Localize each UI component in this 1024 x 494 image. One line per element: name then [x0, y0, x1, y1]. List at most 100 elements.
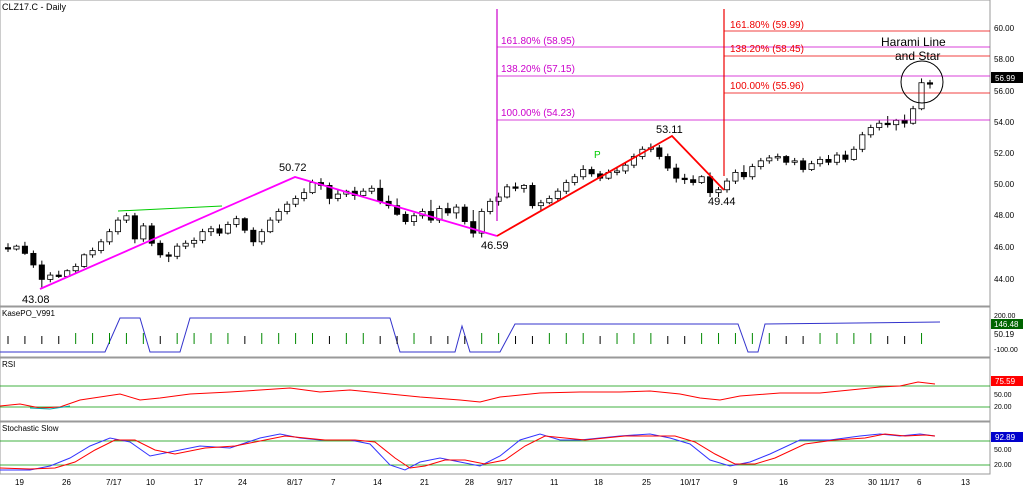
date-tick-label: 7 — [331, 478, 336, 487]
candle-body — [893, 119, 900, 126]
rsi-signal-line — [29, 405, 71, 410]
candle-body — [461, 206, 468, 222]
last-price-label: 56.99 — [995, 74, 1016, 83]
price-tick-label: 44.00 — [994, 275, 1015, 284]
candle-body — [241, 218, 248, 231]
candle-body — [98, 241, 105, 251]
candle-body — [554, 190, 561, 199]
stoch-d-line — [0, 433, 936, 470]
moving-average-line — [117, 205, 223, 212]
price-tick-label: 60.00 — [994, 24, 1015, 33]
candle-body — [783, 156, 790, 163]
red-wave-line — [496, 134, 725, 237]
price-tick-label: 46.00 — [994, 243, 1015, 252]
p-marker: P — [594, 150, 601, 161]
fib2-label-100: 100.00% (55.96) — [730, 81, 804, 92]
kase-po-line — [0, 317, 941, 353]
date-tick-label: 16 — [779, 478, 788, 487]
candle-body — [106, 231, 113, 243]
stoch-panel-frame — [0, 421, 991, 475]
candle-body — [715, 189, 722, 194]
candle-body — [732, 171, 739, 182]
stoch-tick-label: 20.00 — [994, 462, 1012, 469]
candle-body — [470, 221, 477, 234]
kase-tick-label: 200.00 — [994, 313, 1016, 320]
candle-body — [216, 228, 223, 234]
date-tick-label: 10 — [146, 478, 155, 487]
date-tick-label: 19 — [15, 478, 24, 487]
candle-body — [38, 264, 45, 280]
candle-body — [131, 215, 138, 240]
candle-body — [207, 228, 215, 233]
candle-body — [4, 247, 12, 250]
candle-body — [817, 158, 824, 165]
candle-body — [191, 239, 198, 244]
date-tick-label: 9/17 — [497, 478, 513, 487]
candle-body — [30, 252, 37, 266]
candle-body — [55, 274, 62, 277]
candle-body — [910, 108, 917, 124]
date-tick-label: 10/17 — [680, 478, 701, 487]
candle-body — [487, 200, 494, 212]
date-tick-label: 13 — [961, 478, 970, 487]
stoch-readout: 92.89 — [995, 433, 1016, 442]
candle-body — [72, 265, 79, 272]
stoch-k-line — [0, 433, 936, 471]
price-panel-frame — [0, 0, 991, 307]
candle-body — [546, 198, 553, 204]
candle-body — [520, 185, 528, 189]
candle-body — [182, 242, 189, 247]
date-tick-label: 7/17 — [106, 478, 122, 487]
price-tick-label: 54.00 — [994, 118, 1015, 127]
wave-label-low-2: 46.59 — [481, 240, 509, 252]
candle-body — [833, 154, 840, 163]
candle-body — [664, 156, 671, 169]
candle-body — [673, 167, 680, 179]
date-tick-label: 11 — [550, 478, 559, 487]
candle-body — [123, 215, 130, 221]
candle-body — [360, 190, 367, 196]
kase-readout-tag-1 — [991, 319, 1023, 329]
candle-body — [537, 202, 544, 207]
fib1-label-138: 138.20% (57.15) — [501, 64, 575, 75]
candle-body — [614, 170, 621, 173]
candle-body — [723, 180, 731, 191]
candle-body — [81, 254, 88, 267]
date-tick-label: 6 — [917, 478, 922, 487]
candle-body — [267, 219, 274, 233]
candle-body — [825, 158, 832, 163]
date-tick-label: 25 — [642, 478, 651, 487]
candle-body — [402, 213, 409, 222]
wave-label-high-1: 50.72 — [279, 162, 307, 174]
rsi-tick-label: 20.00 — [994, 404, 1012, 411]
candle-body — [453, 206, 460, 214]
rsi-tick-label: 50.00 — [994, 392, 1012, 399]
pink-wave-line — [39, 176, 498, 290]
candle-body — [901, 119, 908, 124]
candle-body — [368, 187, 375, 192]
rsi-panel-frame — [0, 357, 991, 422]
date-axis: 19 26 7/17 10 17 24 8/17 7 14 21 28 9/17… — [15, 478, 970, 487]
candle-body — [410, 215, 418, 222]
candle-body — [89, 250, 96, 256]
candle-body — [808, 163, 815, 170]
rsi-readout: 75.59 — [995, 377, 1016, 386]
candle-body — [884, 122, 891, 126]
candle-body — [148, 225, 155, 244]
candle-body — [580, 169, 587, 178]
kase-title: KasePO_V991 — [2, 309, 55, 318]
candle-body — [174, 245, 181, 257]
wave-label-low-3: 49.44 — [708, 196, 736, 208]
price-tick-label: 52.00 — [994, 149, 1015, 158]
candle-body — [859, 134, 866, 150]
candle-body — [478, 211, 485, 234]
candle-body — [800, 160, 807, 170]
date-tick-label: 28 — [465, 478, 474, 487]
price-tick-label: 58.00 — [994, 55, 1015, 64]
price-tick-label: 50.00 — [994, 180, 1015, 189]
price-axis: 44.00 46.00 48.00 50.00 52.00 54.00 56.0… — [991, 24, 1023, 284]
candle-body — [284, 203, 291, 212]
candle-body — [13, 245, 20, 250]
date-tick-label: 18 — [594, 478, 603, 487]
